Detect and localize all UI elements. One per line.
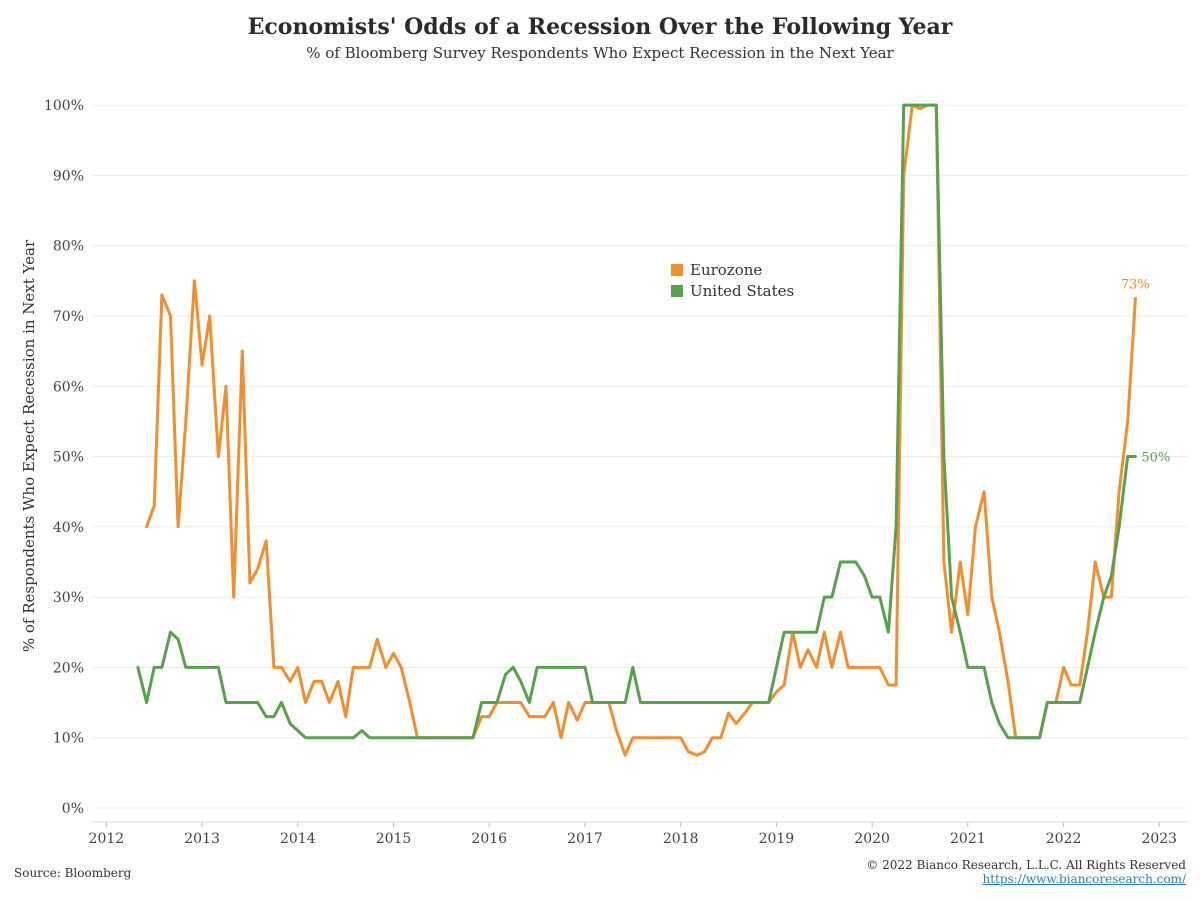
- plot-background: [92, 70, 1188, 822]
- x-tick-label: 2019: [759, 831, 795, 847]
- legend-label-eurozone: Eurozone: [690, 261, 762, 279]
- y-tick-label: 0%: [62, 801, 84, 817]
- x-tick-label: 2022: [1046, 831, 1082, 847]
- y-tick-label: 70%: [53, 309, 84, 325]
- y-tick-label: 40%: [53, 520, 84, 536]
- y-tick-label: 90%: [53, 168, 84, 184]
- end-label-eurozone: 73%: [1121, 277, 1150, 292]
- y-tick-label: 20%: [53, 660, 84, 676]
- y-tick-label: 10%: [53, 731, 84, 747]
- legend-swatch-eurozone: [671, 264, 683, 276]
- series-line-united-states: [136, 103, 1137, 740]
- x-tick-label: 2023: [1141, 831, 1177, 847]
- x-tick-label: 2015: [376, 831, 412, 847]
- y-tick-label: 100%: [44, 98, 84, 114]
- source-note: Source: Bloomberg: [14, 866, 132, 880]
- y-axis-ticks: 0% 10% 20% 30% 40% 50% 60% 70% 80% 90% 100%: [44, 98, 84, 817]
- y-gridlines: [92, 104, 1188, 809]
- end-label-united-states: 50%: [1141, 451, 1170, 466]
- y-tick-label: 30%: [53, 590, 84, 606]
- x-tick-label: 2018: [663, 831, 699, 847]
- y-tick-label: 60%: [53, 379, 84, 395]
- y-tick-label: 80%: [53, 239, 84, 255]
- x-tick-label: 2021: [950, 831, 986, 847]
- x-tick-label: 2014: [280, 831, 316, 847]
- x-tick-label: 2020: [854, 831, 890, 847]
- chart-subtitle: % of Bloomberg Survey Respondents Who Ex…: [306, 44, 894, 62]
- series-line-eurozone: [145, 103, 1137, 757]
- y-axis-label: % of Respondents Who Expect Recession in…: [20, 239, 38, 652]
- series-lines: [136, 103, 1137, 757]
- legend-swatch-united-states: [671, 285, 683, 297]
- x-tick-label: 2013: [184, 831, 220, 847]
- copyright-note: © 2022 Bianco Research, L.L.C. All Right…: [866, 858, 1186, 872]
- x-tick-label: 2012: [89, 831, 125, 847]
- legend: Eurozone United States: [671, 261, 794, 300]
- chart-title: Economists' Odds of a Recession Over the…: [247, 14, 953, 40]
- y-tick-label: 50%: [53, 450, 84, 466]
- x-tick-label: 2017: [567, 831, 603, 847]
- website-link[interactable]: https://www.biancoresearch.com/: [982, 872, 1186, 886]
- legend-label-united-states: United States: [690, 282, 794, 300]
- x-tick-label: 2016: [471, 831, 507, 847]
- series-end-labels: 73% 50%: [1121, 277, 1170, 465]
- x-axis-ticks: 2012 2013 2014 2015 2016 2017 2018 2019 2020 2021…: [89, 822, 1177, 847]
